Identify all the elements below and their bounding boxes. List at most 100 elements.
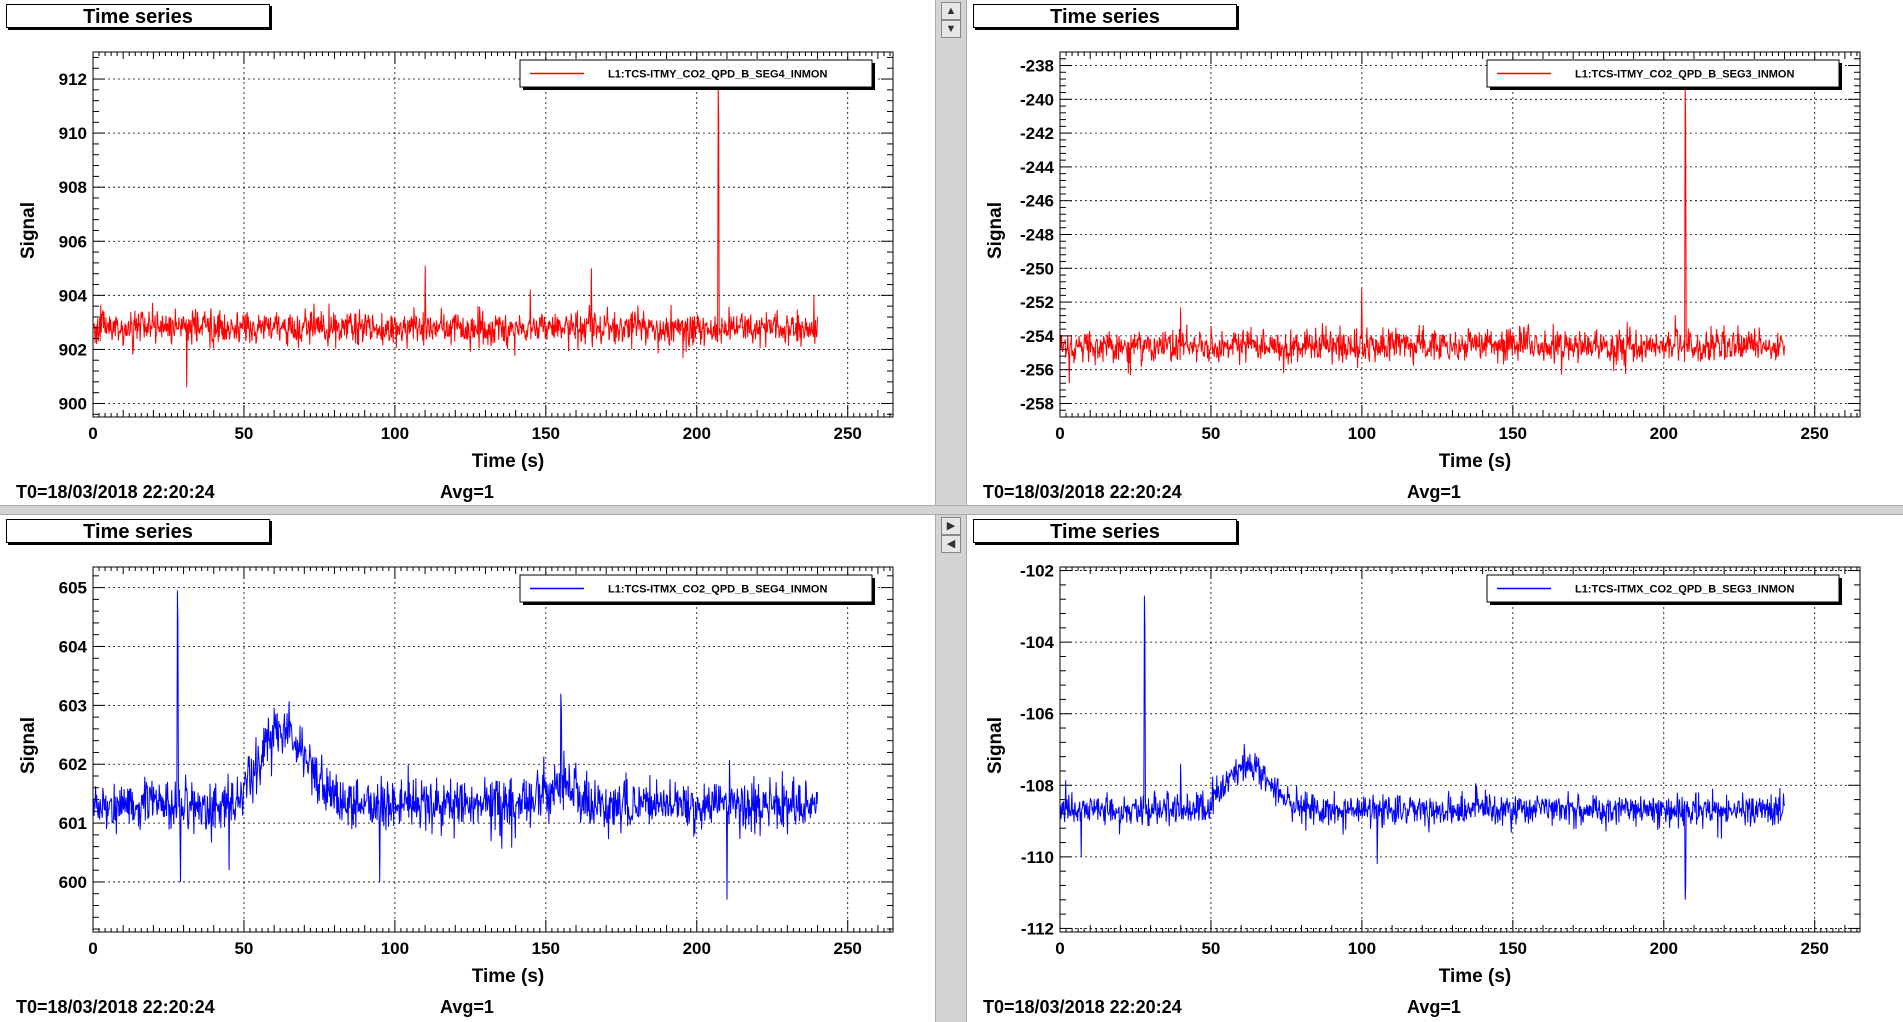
grid-lines xyxy=(1059,52,1860,417)
y-tick-label: 904 xyxy=(59,286,88,305)
panel-title: Time series xyxy=(6,519,270,543)
time-series-panel-bottom-left: Time series 0 50 100 150 200 250 600 601 602 603 6… xyxy=(0,515,935,1022)
x-tick-label: 0 xyxy=(88,424,97,443)
legend-entry: L1:TCS-ITMY_CO2_QPD_B_SEG3_INMON xyxy=(1575,69,1794,81)
avg-label: Avg=1 xyxy=(440,482,494,502)
series-line xyxy=(92,590,818,900)
x-tick-label: 50 xyxy=(234,939,253,958)
scroll-up-arrow-icon[interactable]: ▲ xyxy=(941,2,961,20)
scroll-down-arrow-icon[interactable]: ▼ xyxy=(941,20,961,38)
scroll-left-arrow-icon[interactable]: ◀ xyxy=(941,535,961,553)
panel-title: Time series xyxy=(973,519,1237,543)
y-axis-label: Signal xyxy=(985,717,1006,774)
x-tick-label: 150 xyxy=(532,424,560,443)
panel-title: Time series xyxy=(973,4,1237,28)
y-tick-label: -106 xyxy=(1020,705,1054,724)
x-tick-label: 250 xyxy=(1801,424,1829,443)
x-tick-label: 50 xyxy=(234,424,253,443)
t0-label: T0=18/03/2018 22:20:24 xyxy=(983,482,1182,502)
x-tick-label: 100 xyxy=(1348,424,1376,443)
x-axis-label: Time (s) xyxy=(1439,451,1512,472)
y-tick-label: -104 xyxy=(1020,633,1055,652)
y-tick-label: -246 xyxy=(1020,192,1054,211)
y-tick-label: -110 xyxy=(1021,848,1054,867)
grid-lines xyxy=(1059,567,1860,932)
x-tick-label: 100 xyxy=(381,424,409,443)
y-tick-label: -250 xyxy=(1020,259,1054,278)
legend-entry: L1:TCS-ITMX_CO2_QPD_B_SEG3_INMON xyxy=(1575,584,1794,596)
series-line xyxy=(92,84,818,388)
y-axis-label: Signal xyxy=(18,202,39,259)
plot-frame xyxy=(92,51,894,418)
y-tick-label: -244 xyxy=(1020,158,1055,177)
y-tick-label: -108 xyxy=(1020,776,1054,795)
y-tick-label: 908 xyxy=(59,178,87,197)
avg-label: Avg=1 xyxy=(440,997,494,1017)
x-axis-label: Time (s) xyxy=(472,966,545,987)
y-tick-label: -238 xyxy=(1020,57,1054,76)
avg-label: Avg=1 xyxy=(1407,997,1461,1017)
plot-area[interactable]: 0 50 100 150 200 250 -238 -240 -242 -244 -246 -248 -… xyxy=(967,0,1903,505)
y-tick-label: -258 xyxy=(1020,394,1054,413)
x-tick-label: 100 xyxy=(1348,939,1376,958)
y-tick-label: -242 xyxy=(1020,124,1054,143)
y-tick-label: 602 xyxy=(59,755,87,774)
x-tick-label: 0 xyxy=(88,939,97,958)
x-axis-label: Time (s) xyxy=(472,451,545,472)
x-tick-label: 0 xyxy=(1055,424,1064,443)
plot-frame xyxy=(1059,566,1861,933)
legend: L1:TCS-ITMX_CO2_QPD_B_SEG3_INMON xyxy=(1486,574,1842,605)
legend-entry: L1:TCS-ITMY_CO2_QPD_B_SEG4_INMON xyxy=(608,69,827,81)
y-tick-label: 910 xyxy=(59,124,87,143)
y-tick-label: -252 xyxy=(1020,293,1054,312)
y-tick-label: 906 xyxy=(59,232,87,251)
horizontal-splitter[interactable] xyxy=(0,505,1903,515)
plot-area[interactable]: 0 50 100 150 200 250 -102 -104 -106 -108 -110 -112 T… xyxy=(967,515,1903,1022)
grid-lines xyxy=(92,52,893,417)
x-tick-label: 200 xyxy=(1650,939,1678,958)
y-tick-label: -248 xyxy=(1020,226,1054,245)
x-tick-label: 200 xyxy=(1650,424,1678,443)
x-tick-label: 250 xyxy=(834,424,862,443)
y-tick-label: 605 xyxy=(59,579,87,598)
x-tick-label: 150 xyxy=(532,939,560,958)
t0-label: T0=18/03/2018 22:20:24 xyxy=(983,997,1182,1017)
legend: L1:TCS-ITMY_CO2_QPD_B_SEG4_INMON xyxy=(519,59,875,90)
avg-label: Avg=1 xyxy=(1407,482,1461,502)
series-line xyxy=(1059,595,1785,900)
panel-title: Time series xyxy=(6,4,270,28)
y-tick-label: 601 xyxy=(59,814,87,833)
x-tick-label: 50 xyxy=(1201,424,1220,443)
y-axis-label: Signal xyxy=(985,202,1006,259)
t0-label: T0=18/03/2018 22:20:24 xyxy=(16,997,215,1017)
legend-entry: L1:TCS-ITMX_CO2_QPD_B_SEG4_INMON xyxy=(608,584,827,596)
time-series-panel-top-right: Time series 0 50 100 150 200 250 -238 -240 -242 -… xyxy=(967,0,1903,505)
x-tick-label: 150 xyxy=(1499,424,1527,443)
time-series-panel-top-left: Time series 0 50 100 150 200 250 900 902 904 906 9… xyxy=(0,0,935,505)
scroll-right-arrow-icon[interactable]: ▶ xyxy=(941,517,961,535)
x-tick-label: 200 xyxy=(683,939,711,958)
legend: L1:TCS-ITMY_CO2_QPD_B_SEG3_INMON xyxy=(1486,59,1842,90)
y-tick-label: -102 xyxy=(1020,562,1054,581)
x-tick-label: 50 xyxy=(1201,939,1220,958)
y-tick-label: 902 xyxy=(59,340,87,359)
y-tick-label: 900 xyxy=(59,394,87,413)
y-tick-label: -256 xyxy=(1020,361,1054,380)
x-tick-label: 0 xyxy=(1055,939,1064,958)
grid-lines xyxy=(92,567,893,932)
y-axis-label: Signal xyxy=(18,717,39,774)
y-tick-label: 603 xyxy=(59,696,87,715)
y-tick-label: -240 xyxy=(1020,90,1054,109)
plot-frame xyxy=(92,566,894,933)
time-series-panel-bottom-right: Time series 0 50 100 150 200 250 -102 -104 -106 -… xyxy=(967,515,1903,1022)
legend: L1:TCS-ITMX_CO2_QPD_B_SEG4_INMON xyxy=(519,574,875,605)
x-tick-label: 250 xyxy=(834,939,862,958)
plot-area[interactable]: 0 50 100 150 200 250 900 902 904 906 908 910 912 Time… xyxy=(0,0,935,505)
t0-label: T0=18/03/2018 22:20:24 xyxy=(16,482,215,502)
x-tick-label: 250 xyxy=(1801,939,1829,958)
y-tick-label: 912 xyxy=(59,70,87,89)
series-line xyxy=(1059,85,1785,384)
x-tick-label: 200 xyxy=(683,424,711,443)
y-tick-label: 604 xyxy=(59,637,88,656)
plot-area[interactable]: 0 50 100 150 200 250 600 601 602 603 604 605 Time (s… xyxy=(0,515,935,1022)
